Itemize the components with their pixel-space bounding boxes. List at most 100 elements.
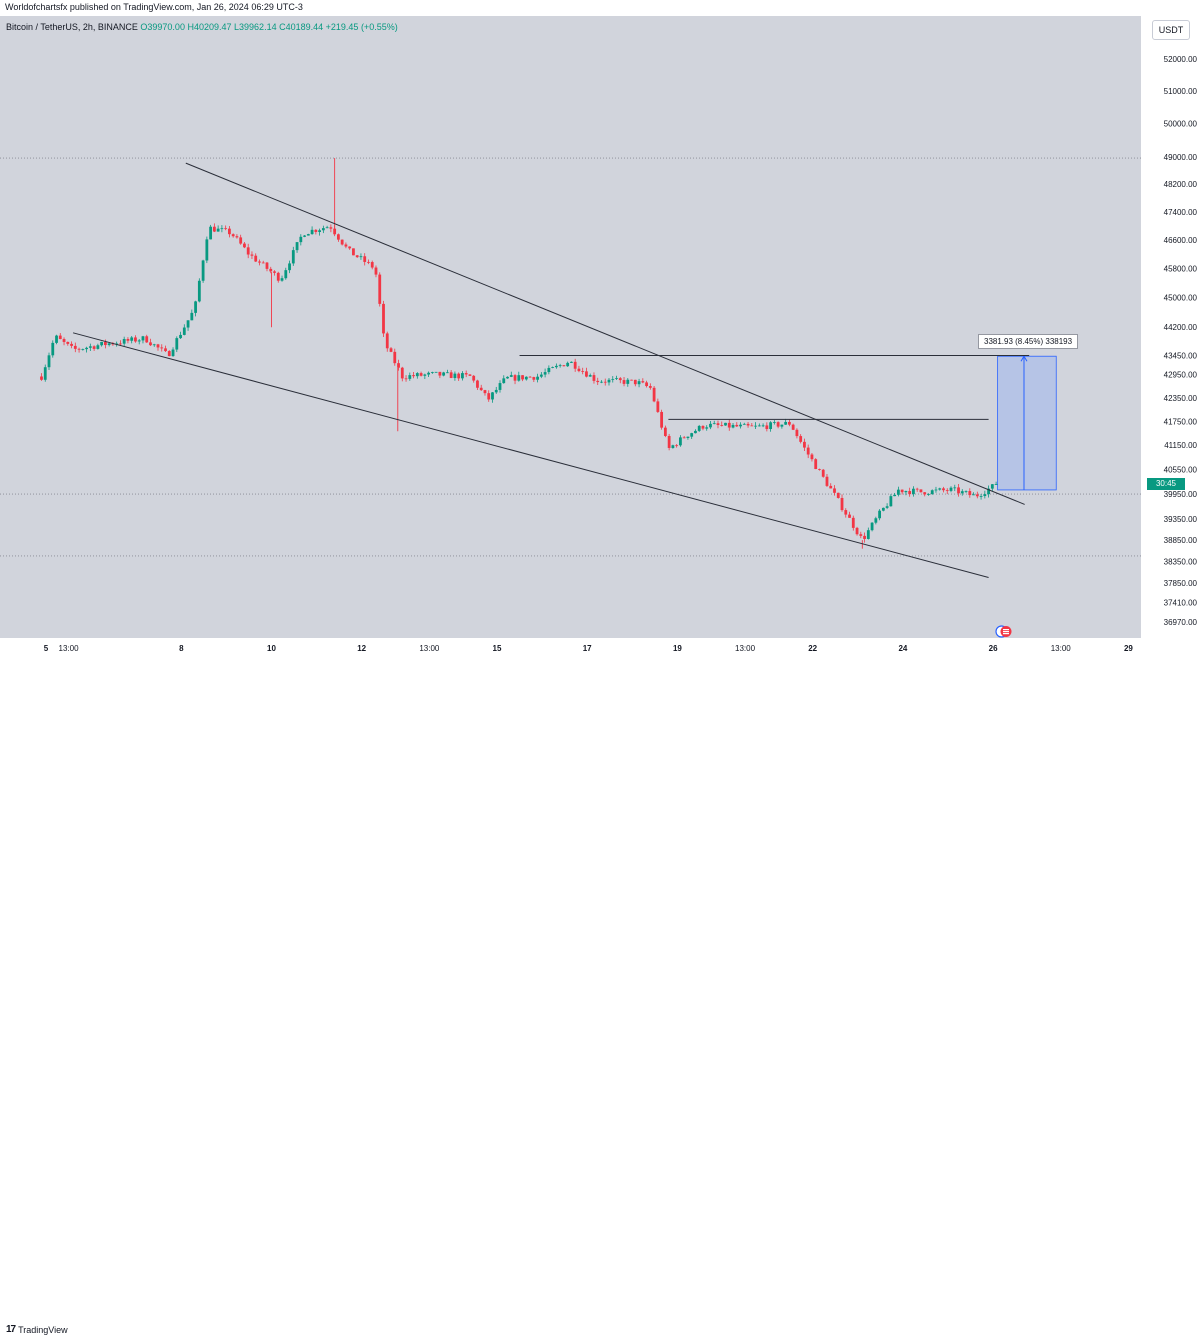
candle-body	[615, 378, 618, 380]
lower-trendline	[72, 332, 989, 579]
time-tick-label: 24	[898, 644, 907, 653]
candle-body	[273, 271, 276, 273]
candle-body	[254, 255, 258, 262]
candle-body	[919, 489, 923, 493]
candle-body	[291, 250, 295, 264]
candle-body	[258, 261, 261, 263]
candle-body	[731, 424, 735, 428]
candle-body	[491, 392, 494, 400]
candle-body	[355, 255, 359, 258]
candle-body	[513, 375, 517, 381]
candle-body	[457, 373, 461, 379]
candle-body	[374, 267, 378, 275]
candle-body	[96, 345, 100, 349]
candle-body	[938, 488, 942, 490]
candle-body	[152, 344, 156, 346]
candle-body	[498, 383, 502, 390]
candle-body	[265, 262, 269, 269]
candle-body	[85, 347, 88, 350]
symbol-legend[interactable]: Bitcoin / TetherUS, 2h, BINANCE O39970.0…	[6, 22, 398, 32]
chart-area[interactable]	[0, 16, 1141, 638]
ohlc-close: C40189.44	[279, 22, 324, 32]
candle-body	[70, 343, 73, 346]
candle-body	[370, 262, 374, 268]
candle-body	[585, 371, 588, 377]
candle-body	[325, 227, 329, 229]
candle-body	[863, 535, 866, 539]
candle-body	[742, 423, 746, 425]
candle-body	[694, 430, 697, 434]
price-tick-label: 45800.00	[1164, 265, 1198, 274]
candle-body	[705, 427, 709, 429]
candle-body	[149, 342, 152, 346]
candle-body	[280, 278, 284, 281]
ohlc-high: H40209.47	[187, 22, 232, 32]
candle-body	[833, 488, 836, 493]
candle-body	[772, 422, 776, 423]
candle-body	[194, 301, 197, 313]
publisher-text: Worldofchartsfx published on TradingView…	[5, 2, 303, 12]
candle-body	[679, 437, 682, 446]
time-tick-label: 13:00	[419, 644, 440, 653]
candle-body	[141, 336, 145, 341]
candle-body	[73, 345, 77, 349]
time-tick-label: 10	[267, 644, 276, 653]
candle-body	[784, 421, 788, 425]
currency-button[interactable]: USDT	[1152, 20, 1190, 40]
candle-body	[754, 425, 757, 427]
candle-body	[363, 256, 367, 262]
candle-body	[468, 374, 472, 376]
candle-body	[844, 510, 848, 515]
candle-body	[224, 228, 228, 230]
candle-body	[818, 469, 821, 470]
candle-body	[235, 236, 239, 238]
price-chart[interactable]	[0, 16, 1141, 638]
candle-body	[216, 228, 220, 232]
ohlc-change: +219.45 (+0.55%)	[325, 22, 398, 32]
candle-body	[228, 228, 231, 235]
price-tick-label: 37850.00	[1164, 579, 1198, 588]
candle-body	[803, 441, 806, 448]
candle-body	[408, 375, 412, 379]
candle-body	[787, 421, 791, 425]
candle-body	[190, 312, 194, 321]
candle-body	[412, 375, 415, 377]
candle-body	[434, 371, 438, 373]
price-tick-label: 41750.00	[1164, 417, 1198, 426]
candle-body	[329, 227, 333, 229]
candle-body	[107, 343, 111, 346]
candle-body	[239, 237, 243, 244]
candle-body	[397, 363, 400, 368]
candle-body	[445, 372, 449, 374]
candle-body	[975, 494, 979, 497]
candle-body	[220, 228, 224, 230]
candle-body	[607, 379, 611, 383]
candle-body	[885, 506, 889, 508]
candle-body	[517, 375, 521, 381]
candle-body	[539, 374, 543, 377]
flag-icon[interactable]	[995, 625, 1013, 638]
candle-body	[528, 376, 532, 378]
candle-body	[765, 425, 769, 430]
candle-body	[716, 423, 720, 426]
candle-body	[953, 487, 957, 489]
tradingview-logo[interactable]: 17 TradingView	[6, 1324, 68, 1335]
price-tick-label: 38350.00	[1164, 558, 1198, 567]
candle-body	[340, 239, 344, 245]
candle-body	[521, 375, 524, 380]
candle-body	[359, 256, 363, 258]
candle-body	[483, 390, 487, 394]
price-axis[interactable]: 52000.00 51000.00 50000.00 49000.00 48200.00…	[1141, 16, 1200, 638]
candle-body	[675, 445, 679, 447]
candle-body	[735, 424, 739, 427]
candle-body	[179, 334, 182, 339]
candle-body	[103, 341, 107, 346]
time-tick-label: 22	[808, 644, 817, 653]
candle-body	[596, 380, 600, 383]
candle-body	[968, 491, 972, 496]
price-tick-label: 49000.00	[1164, 153, 1198, 162]
time-axis[interactable]: 5 13:00 8 10 12 13:00 15 17 19 13:00 22 24 26 13:00 29	[0, 638, 1141, 660]
candle-body	[645, 382, 648, 387]
time-axis-labels: 5 13:00 8 10 12 13:00 15 17 19 13:00 22 24 26 13:00 29	[44, 644, 1134, 653]
price-tick-label: 44200.00	[1164, 323, 1198, 332]
